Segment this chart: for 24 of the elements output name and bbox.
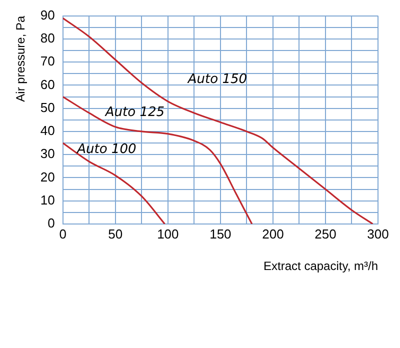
- x-tick-label: 150: [210, 226, 232, 242]
- y-tick-label: 40: [40, 123, 55, 138]
- y-tick-label: 30: [40, 146, 55, 162]
- x-tick-label: 250: [314, 226, 336, 242]
- series-label: Auto 125: [104, 105, 165, 120]
- y-tick-label: 10: [40, 192, 55, 208]
- y-tick-label: 50: [40, 100, 55, 115]
- y-tick-label: 90: [40, 7, 55, 22]
- series-label: Auto 150: [186, 72, 248, 87]
- y-axis-title: Air pressure, Pa: [14, 15, 28, 102]
- y-tick-label: 80: [40, 30, 55, 46]
- y-tick-label: 0: [48, 216, 55, 231]
- x-axis-title: Extract capacity, m³/h: [264, 259, 378, 274]
- x-tick-label: 0: [59, 226, 66, 242]
- line-series: [62, 96, 253, 224]
- x-tick-label: 200: [262, 226, 284, 242]
- x-tick-label: 100: [157, 226, 179, 242]
- line-series: [62, 142, 166, 224]
- y-tick-label: 70: [40, 54, 55, 69]
- y-tick-label: 20: [40, 169, 55, 184]
- x-tick-label: 50: [108, 226, 123, 242]
- x-tick-label: 300: [367, 226, 389, 242]
- series-label: Auto 100: [76, 142, 136, 157]
- y-tick-label: 60: [40, 76, 55, 92]
